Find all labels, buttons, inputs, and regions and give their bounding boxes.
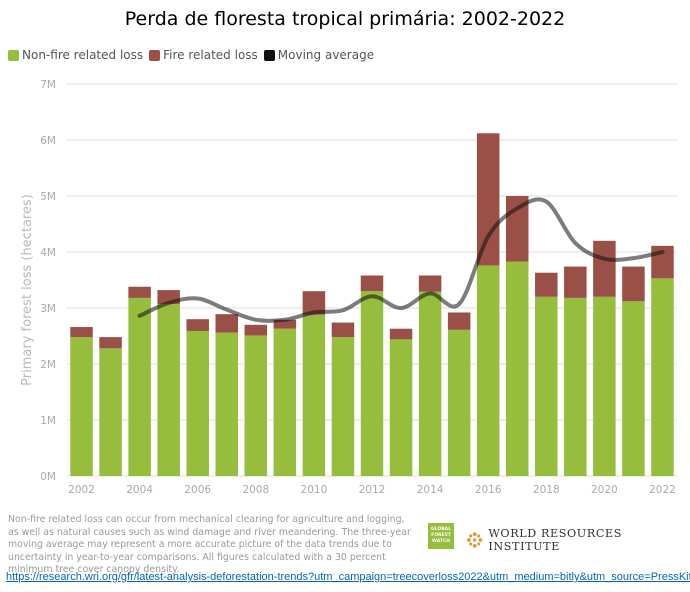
- bar-fire: [70, 327, 93, 338]
- bar-non-fire: [157, 304, 180, 476]
- bar-non-fire: [331, 337, 355, 476]
- y-tick-label: 6M: [40, 135, 56, 147]
- bar-fire: [564, 266, 587, 298]
- bar-fire: [244, 324, 268, 336]
- wri-asterisk-icon: [466, 532, 483, 548]
- bar-fire: [99, 337, 122, 349]
- y-tick-label: 4M: [40, 247, 56, 259]
- bar-fire: [302, 291, 326, 315]
- global-forest-watch-logo: GLOBAL FOREST WATCH: [428, 523, 454, 549]
- bar-non-fire: [389, 339, 413, 476]
- bar-fire: [418, 275, 442, 292]
- bar-non-fire: [418, 291, 442, 476]
- bar-fire: [622, 266, 645, 302]
- x-tick-label: 2004: [126, 484, 153, 496]
- bar-fire: [447, 312, 471, 330]
- bar-fire: [186, 319, 209, 331]
- x-tick-label: 2020: [591, 484, 618, 496]
- footnote: Non-fire related loss can occur from mec…: [8, 514, 411, 575]
- wri-logo: WORLD RESOURCES INSTITUTE: [466, 527, 690, 553]
- bar-non-fire: [593, 296, 616, 476]
- y-tick-label: 0M: [40, 471, 56, 483]
- x-tick-label: 2006: [184, 484, 211, 496]
- moving-average-line: [137, 197, 665, 323]
- y-tick-label: 2M: [40, 359, 56, 371]
- x-tick-label: 2008: [242, 484, 269, 496]
- x-tick-label: 2002: [68, 484, 95, 496]
- bar-fire: [273, 319, 297, 329]
- y-tick-label: 7M: [40, 79, 56, 91]
- legend-label-moving-average: Moving average: [277, 48, 375, 62]
- legend-item-non-fire: Non-fire related loss: [8, 48, 143, 62]
- x-tick-label: 2012: [359, 484, 386, 496]
- bar-fire: [360, 275, 384, 292]
- y-tick-label: 1M: [40, 415, 56, 427]
- legend-swatch-moving-average: [263, 49, 275, 61]
- bar-non-fire: [244, 335, 268, 476]
- x-tick-label: 2010: [301, 484, 328, 496]
- legend-swatch-non-fire: [8, 49, 19, 61]
- bar-non-fire: [476, 265, 500, 476]
- bar-fire: [215, 314, 239, 333]
- legend-label-fire: Fire related loss: [163, 48, 258, 62]
- bar-non-fire: [360, 291, 384, 476]
- bar-fire: [331, 322, 355, 338]
- legend-item-fire: Fire related loss: [149, 48, 258, 62]
- bar-non-fire: [99, 348, 122, 476]
- bar-fire: [593, 240, 616, 297]
- wri-logo-text: WORLD RESOURCES INSTITUTE: [488, 527, 623, 553]
- bar-non-fire: [215, 332, 239, 476]
- bar-non-fire: [447, 329, 471, 476]
- gfw-logo-text: GLOBAL FOREST WATCH: [430, 527, 451, 544]
- bar-fire: [389, 328, 413, 340]
- legend-label-non-fire: Non-fire related loss: [22, 48, 144, 62]
- legend: Non-fire related loss Fire related loss …: [8, 48, 380, 62]
- x-tick-label: 2022: [649, 484, 676, 496]
- bar-fire: [128, 286, 151, 298]
- bar-non-fire: [564, 297, 587, 476]
- bar-fire: [535, 272, 558, 297]
- x-tick-label: 2014: [417, 484, 444, 496]
- bar-non-fire: [70, 337, 93, 476]
- y-tick-label: 3M: [40, 303, 56, 315]
- chart-title: Perda de floresta tropical primária: 200…: [124, 8, 566, 30]
- stacked-bar-chart: 0M 1M 2M 3M 4M 5M 6M 7M Primary forest loss (hec…: [20, 79, 677, 496]
- bar-fire: [476, 133, 500, 266]
- bar-non-fire: [273, 328, 297, 476]
- y-tick-label: 5M: [40, 191, 56, 203]
- bar-non-fire: [186, 330, 209, 476]
- legend-swatch-fire: [149, 49, 161, 61]
- y-axis-label: Primary forest loss (hectares): [20, 194, 35, 386]
- bar-non-fire: [505, 261, 529, 476]
- bar-non-fire: [622, 301, 645, 476]
- legend-item-moving-average: Moving average: [263, 48, 375, 62]
- bar-non-fire: [535, 296, 558, 476]
- bar-non-fire: [302, 314, 326, 476]
- x-tick-label: 2016: [475, 484, 502, 496]
- bar-non-fire: [128, 297, 151, 476]
- bar-non-fire: [651, 278, 674, 476]
- source-link[interactable]: https://research.wri.org/gfr/latest-anal…: [6, 571, 690, 583]
- x-tick-label: 2018: [533, 484, 560, 496]
